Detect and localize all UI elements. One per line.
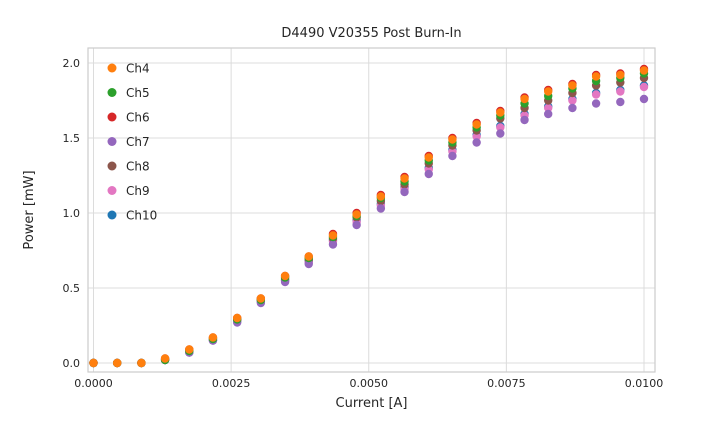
legend-marker-ch10 xyxy=(107,210,117,220)
legend-marker-ch9 xyxy=(107,186,117,195)
data-point-ch7 xyxy=(400,187,409,197)
data-point-ch7 xyxy=(448,151,457,161)
data-point-ch4 xyxy=(448,135,457,144)
data-point-ch7 xyxy=(376,204,386,213)
data-point-ch7 xyxy=(520,115,529,125)
data-point-ch9 xyxy=(568,96,577,105)
data-point-ch4 xyxy=(520,94,529,104)
data-point-ch4 xyxy=(256,294,266,303)
legend-label-ch6: Ch6 xyxy=(126,111,150,125)
data-point-ch4 xyxy=(185,345,194,354)
data-point-ch7 xyxy=(639,94,649,104)
x-tick-label: 0.0025 xyxy=(212,377,251,390)
legend-marker-ch4 xyxy=(107,63,117,73)
y-tick-label: 1.0 xyxy=(63,207,81,220)
x-tick-label: 0.0050 xyxy=(349,377,388,390)
data-point-ch7 xyxy=(616,97,625,107)
data-point-ch4 xyxy=(376,192,386,201)
data-point-ch4 xyxy=(616,70,625,80)
y-tick-label: 2.0 xyxy=(63,57,81,70)
data-point-ch4 xyxy=(544,87,553,96)
plot-border xyxy=(87,47,656,373)
data-point-ch9 xyxy=(591,90,601,99)
data-point-ch4 xyxy=(89,358,98,368)
legend-marker-ch5 xyxy=(107,88,117,97)
y-tick-label: 0.5 xyxy=(63,282,81,295)
data-point-ch7 xyxy=(472,138,481,147)
legend-marker-ch6 xyxy=(107,112,117,122)
legend-label-ch5: Ch5 xyxy=(126,86,150,100)
data-point-ch4 xyxy=(591,72,601,81)
data-point-ch4 xyxy=(232,313,242,323)
legend-marker-ch8 xyxy=(107,161,117,171)
x-tick-label: 0.0075 xyxy=(487,377,526,390)
data-point-ch7 xyxy=(568,103,577,113)
data-point-ch7 xyxy=(424,169,433,179)
data-point-ch4 xyxy=(400,174,409,183)
y-tick-label: 0.0 xyxy=(63,357,81,370)
data-point-ch4 xyxy=(472,120,481,129)
data-point-ch7 xyxy=(352,220,361,230)
data-point-ch4 xyxy=(112,358,122,368)
data-point-ch4 xyxy=(160,354,170,363)
data-point-ch7 xyxy=(328,240,338,249)
data-point-ch4 xyxy=(280,271,290,281)
legend-label-ch10: Ch10 xyxy=(126,209,157,223)
data-point-ch4 xyxy=(424,153,433,162)
data-point-ch7 xyxy=(544,109,553,119)
data-point-ch4 xyxy=(137,358,146,368)
legend-label-ch9: Ch9 xyxy=(126,184,150,198)
data-point-ch4 xyxy=(208,333,218,342)
legend-label-ch8: Ch8 xyxy=(126,160,150,174)
data-point-ch4 xyxy=(496,108,505,117)
data-point-ch7 xyxy=(496,129,505,138)
data-point-ch7 xyxy=(304,259,313,269)
data-point-ch9 xyxy=(616,87,625,96)
data-point-ch4 xyxy=(352,210,361,219)
legend-marker-ch7 xyxy=(107,137,117,146)
chart-title: D4490 V20355 Post Burn-In xyxy=(281,26,462,41)
x-axis-label: Current [A] xyxy=(335,396,408,411)
data-point-ch9 xyxy=(544,103,553,113)
data-point-ch4 xyxy=(568,81,577,90)
x-tick-label: 0.0100 xyxy=(625,377,664,390)
data-point-ch9 xyxy=(639,82,649,92)
x-tick-label: 0.0000 xyxy=(74,377,113,390)
data-point-ch4 xyxy=(639,66,649,75)
data-point-ch9 xyxy=(472,132,481,141)
y-tick-label: 1.5 xyxy=(63,132,81,145)
data-point-ch9 xyxy=(496,123,505,132)
data-point-ch4 xyxy=(304,252,313,261)
legend-label-ch7: Ch7 xyxy=(126,135,150,149)
y-axis-label: Power [mW] xyxy=(22,170,37,250)
data-point-ch7 xyxy=(591,99,601,108)
legend-label-ch4: Ch4 xyxy=(126,62,150,76)
data-point-ch4 xyxy=(328,231,338,240)
